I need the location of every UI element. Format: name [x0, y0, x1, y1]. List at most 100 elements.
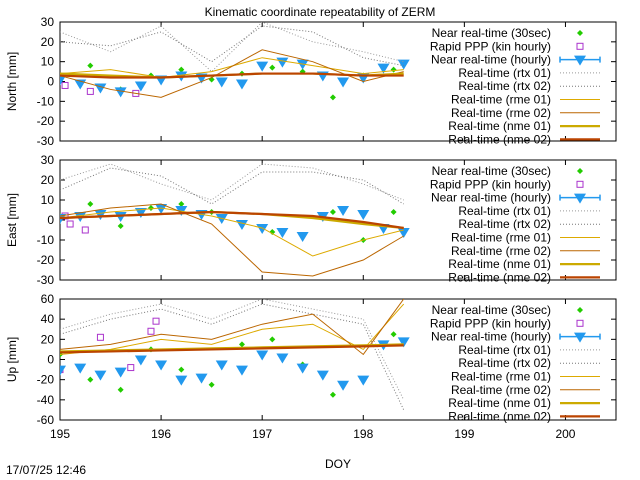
legend-label: Near real-time (hourly) [431, 191, 551, 205]
y-tick-label: -30 [37, 273, 55, 287]
y-tick-label: 30 [41, 153, 55, 167]
data-point [269, 336, 276, 343]
legend-label: Real-time (nme 01) [448, 257, 551, 271]
legend-label: Real-time (rme 02) [451, 106, 551, 120]
data-point [114, 367, 127, 378]
data-point [134, 81, 147, 92]
data-point [329, 94, 336, 101]
data-point [178, 366, 185, 373]
data-point [178, 201, 185, 207]
series-line [60, 344, 404, 354]
data-point [74, 363, 87, 374]
data-point [296, 232, 309, 242]
legend-label: Real-time (rtx 02) [458, 356, 551, 370]
data-point [66, 220, 74, 228]
x-tick-label: 197 [252, 427, 272, 441]
y-tick-label: 0 [47, 353, 54, 367]
legend-label: Near real-time (hourly) [431, 330, 551, 344]
legend-marker [576, 180, 584, 188]
data-point [397, 337, 410, 348]
x-tick-label: 198 [353, 427, 373, 441]
series-line [60, 303, 405, 411]
y-tick-label: -30 [37, 134, 55, 148]
legend-marker [576, 319, 584, 327]
data-point [208, 381, 215, 388]
data-point [357, 375, 370, 386]
data-point [147, 205, 154, 211]
data-point [296, 59, 309, 70]
legend-label: Real-time (rme 01) [451, 370, 551, 384]
data-point [256, 224, 269, 234]
y-tick-label: 40 [41, 312, 55, 326]
series-line [60, 49, 404, 98]
legend-marker [576, 42, 584, 50]
data-point [238, 341, 245, 348]
legend-label: Real-time (nme 02) [448, 270, 551, 284]
timestamp: 17/07/25 12:46 [6, 463, 86, 477]
data-point [87, 376, 94, 383]
data-point [357, 210, 370, 220]
y-tick-label: 20 [41, 332, 55, 346]
legend-label: Real-time (rme 02) [451, 244, 551, 258]
data-point [134, 355, 147, 366]
data-point [235, 365, 248, 376]
legend-label: Real-time (rme 02) [451, 383, 551, 397]
data-point [81, 226, 89, 234]
legend-label: Real-time (nme 02) [448, 409, 551, 423]
legend-marker [577, 168, 583, 174]
y-axis-label: Up [mm] [5, 337, 19, 382]
data-point [276, 353, 289, 364]
data-point [87, 62, 94, 69]
series-line [60, 25, 404, 67]
legend-marker [574, 332, 586, 343]
data-point [269, 229, 276, 235]
data-point [60, 75, 66, 86]
data-point [60, 365, 66, 376]
legend-label: Rapid PPP (kin hourly) [430, 39, 551, 53]
data-point [215, 360, 228, 371]
data-point [337, 380, 350, 391]
data-point [86, 87, 94, 95]
y-tick-label: -20 [37, 114, 55, 128]
data-point [61, 81, 69, 89]
east-panel: 30 20 10 0 -10 -20 -30 East [mm] Near real-time … [5, 153, 617, 287]
legend-label: Near real-time (30sec) [432, 26, 551, 40]
data-point [215, 214, 228, 224]
data-point [134, 208, 147, 218]
data-point [87, 201, 94, 207]
data-point [127, 364, 135, 372]
x-tick-label: 199 [454, 427, 474, 441]
legend-marker [574, 193, 586, 204]
legend-marker [577, 30, 583, 36]
x-axis-label: DOY [325, 457, 351, 471]
y-tick-label: -60 [37, 413, 55, 427]
legend-label: Real-time (rtx 02) [458, 79, 551, 93]
legend-marker [577, 307, 583, 313]
legend-label: Near real-time (hourly) [431, 53, 551, 67]
series-line [60, 167, 404, 205]
data-point [60, 214, 66, 224]
legend-label: Real-time (nme 02) [448, 132, 551, 146]
data-point [316, 370, 329, 381]
north-panel: 30 20 10 0 -10 -20 -30 North [mm] Near real-time… [5, 15, 617, 148]
data-point [296, 363, 309, 374]
y-tick-label: 10 [41, 55, 55, 69]
y-tick-label: -20 [37, 253, 55, 267]
legend-label: Rapid PPP (kin hourly) [430, 177, 551, 191]
x-tick-label: 195 [50, 427, 70, 441]
series-line [60, 299, 405, 356]
data-layer [60, 163, 410, 277]
data-point [337, 206, 350, 216]
legend: Near real-time (30sec)Rapid PPP (kin hou… [430, 164, 601, 284]
y-tick-label: 30 [41, 15, 55, 29]
data-point [390, 66, 397, 73]
series-line [60, 22, 404, 73]
data-point [329, 209, 336, 215]
legend-label: Real-time (rtx 02) [458, 217, 551, 231]
data-point [155, 204, 168, 214]
data-point [256, 350, 269, 361]
data-point [276, 228, 289, 238]
y-axis-label: North [mm] [5, 52, 19, 111]
